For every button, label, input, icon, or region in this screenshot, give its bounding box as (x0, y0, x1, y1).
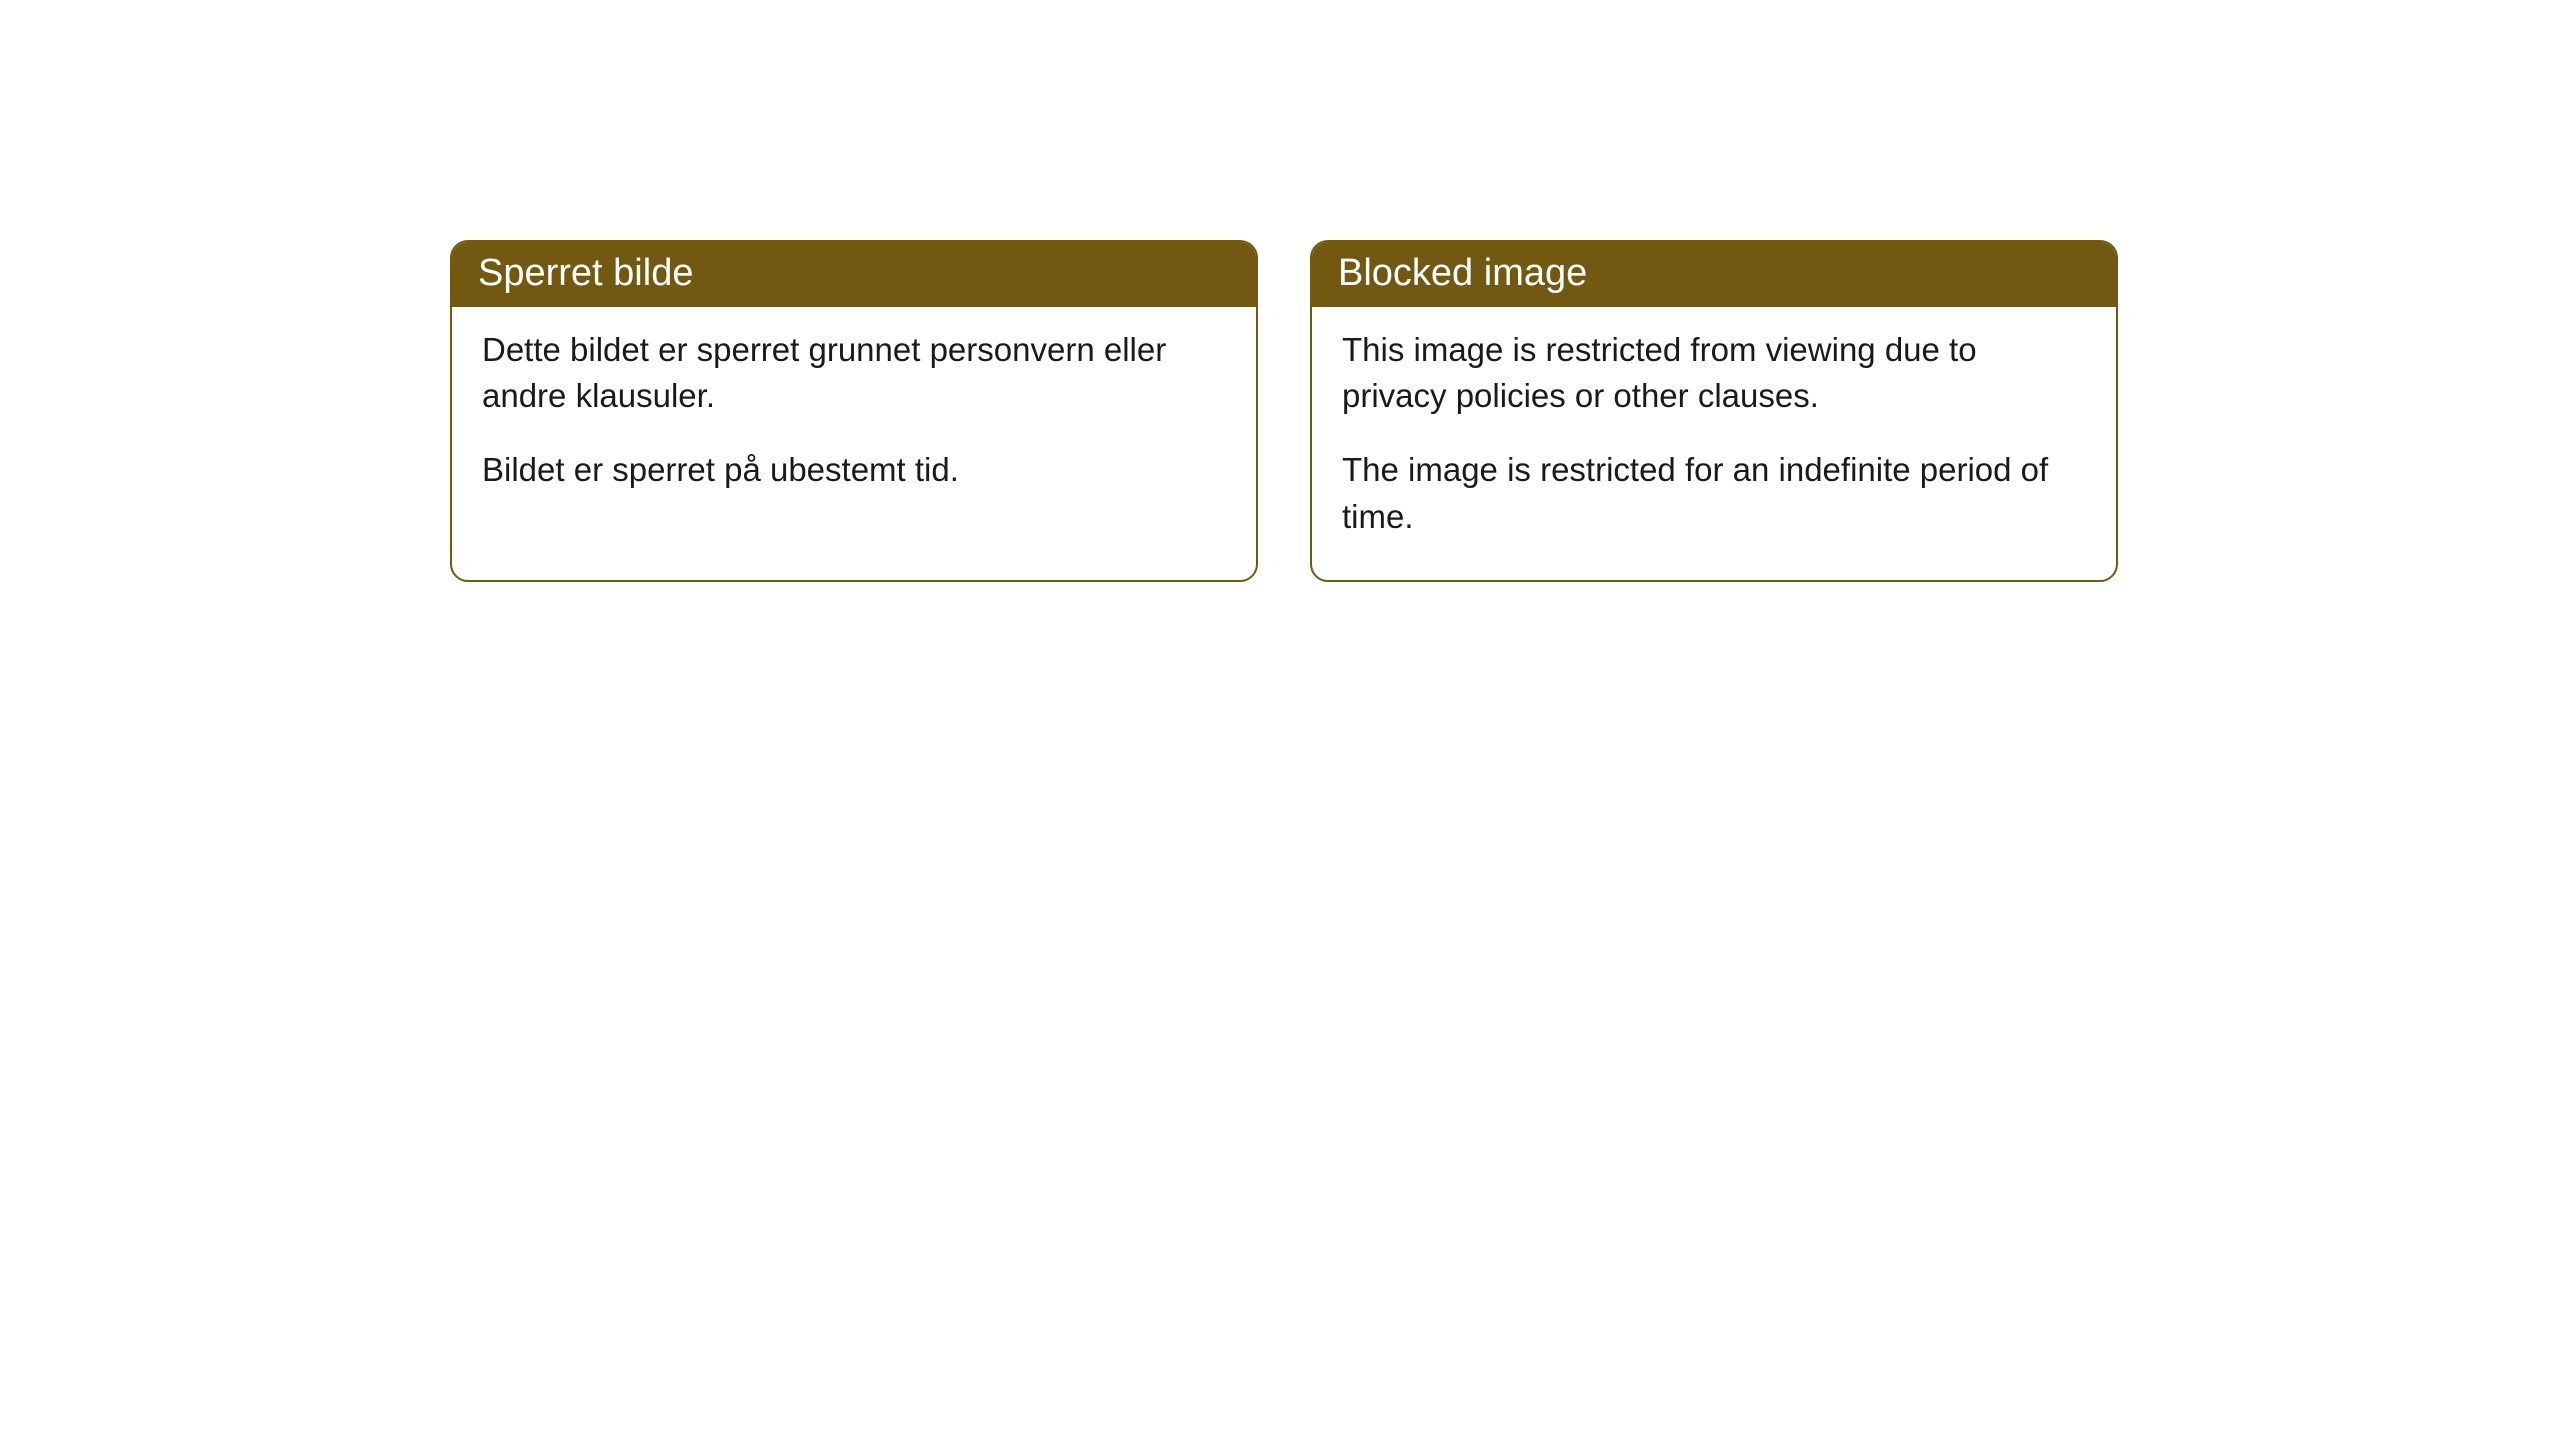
notice-paragraph: The image is restricted for an indefinit… (1342, 447, 2086, 539)
notice-paragraph: Bildet er sperret på ubestemt tid. (482, 447, 1226, 493)
notice-box-norwegian: Sperret bilde Dette bildet er sperret gr… (450, 240, 1258, 582)
notice-box-english: Blocked image This image is restricted f… (1310, 240, 2118, 582)
notice-container: Sperret bilde Dette bildet er sperret gr… (0, 0, 2560, 582)
notice-header-english: Blocked image (1312, 242, 2116, 307)
notice-paragraph: This image is restricted from viewing du… (1342, 327, 2086, 419)
notice-header-norwegian: Sperret bilde (452, 242, 1256, 307)
notice-body-english: This image is restricted from viewing du… (1312, 307, 2116, 580)
notice-paragraph: Dette bildet er sperret grunnet personve… (482, 327, 1226, 419)
notice-body-norwegian: Dette bildet er sperret grunnet personve… (452, 307, 1256, 534)
